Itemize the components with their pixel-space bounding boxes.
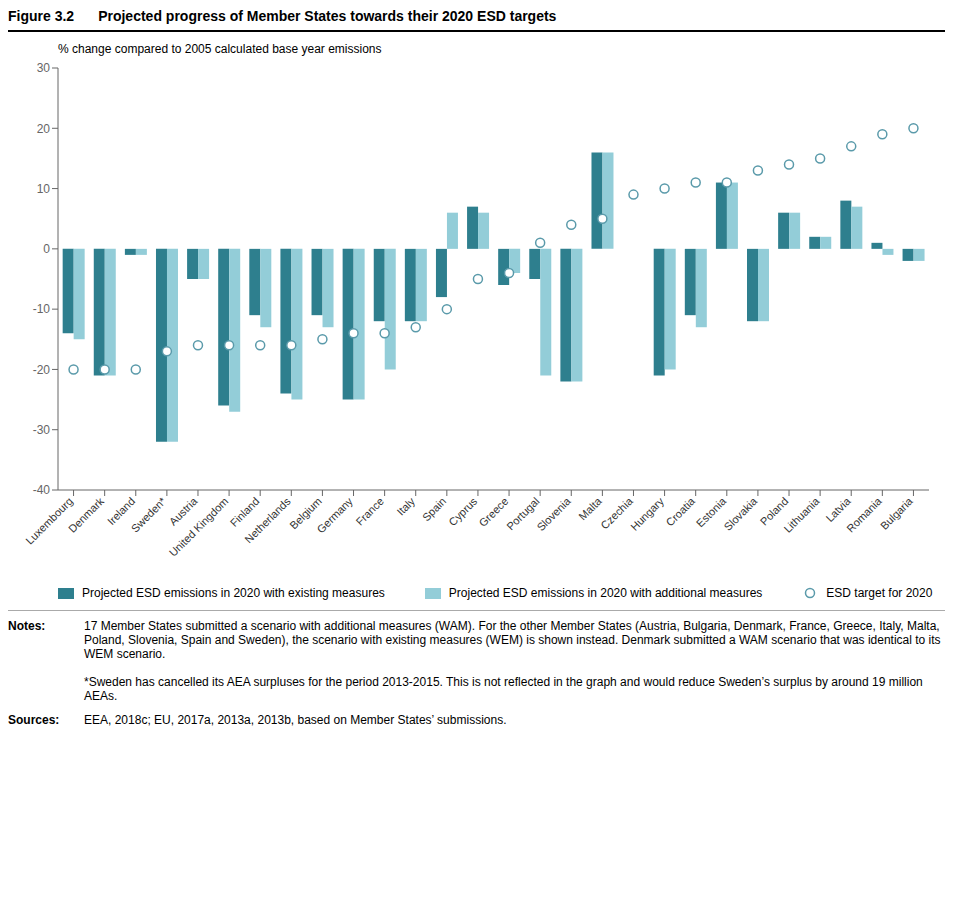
svg-text:Poland: Poland xyxy=(757,494,791,528)
html-text:17 Member States submitted a s: 17 Member States submitted a scenario wi… xyxy=(84,619,944,703)
svg-text:Latvia: Latvia xyxy=(823,494,853,524)
svg-text:Romania: Romania xyxy=(844,494,884,534)
svg-text:Denmark: Denmark xyxy=(66,495,106,535)
html-text:% change compared to 2005 calc: % change compared to 2005 calculated bas… xyxy=(58,42,382,56)
svg-text:-20: -20 xyxy=(33,363,51,377)
svg-text:Czechia: Czechia xyxy=(598,494,635,532)
html-text:ESD target for 2020: ESD target for 2020 xyxy=(826,586,933,600)
svg-text:Malta: Malta xyxy=(576,494,604,522)
html-text:Notes:: Notes: xyxy=(8,619,46,633)
svg-text:20: 20 xyxy=(37,122,51,136)
svg-text:Sweden*: Sweden* xyxy=(129,494,169,534)
html-text:Projected ESD emissions in 202: Projected ESD emissions in 2020 with add… xyxy=(448,586,763,600)
svg-text:Luxembourg: Luxembourg xyxy=(23,495,75,547)
svg-text:Slovakia: Slovakia xyxy=(721,494,760,533)
svg-text:Estonia: Estonia xyxy=(693,494,729,530)
svg-text:Bulgaria: Bulgaria xyxy=(878,494,916,532)
svg-text:Ireland: Ireland xyxy=(104,494,138,528)
svg-text:-30: -30 xyxy=(33,423,51,437)
svg-text:-10: -10 xyxy=(33,302,51,316)
html-text:EEA, 2018c; EU, 2017a, 2013a,: EEA, 2018c; EU, 2017a, 2013a, 2013b, bas… xyxy=(84,713,507,727)
svg-text:Italy: Italy xyxy=(394,495,417,518)
svg-text:Croatia: Croatia xyxy=(664,494,698,528)
svg-text:Cyprus: Cyprus xyxy=(446,495,479,528)
svg-text:Belgium: Belgium xyxy=(287,494,324,532)
svg-text:Germany: Germany xyxy=(314,495,355,536)
html-text:Sources:: Sources: xyxy=(8,713,60,727)
svg-text:Greece: Greece xyxy=(476,494,511,529)
svg-text:Portugal: Portugal xyxy=(504,494,542,533)
svg-text:Netherlands: Netherlands xyxy=(242,495,293,546)
svg-text:Spain: Spain xyxy=(420,495,448,523)
svg-text:United Kingdom: United Kingdom xyxy=(167,495,231,559)
svg-text:-40: -40 xyxy=(33,483,51,497)
svg-text:0: 0 xyxy=(43,242,50,256)
html-text:Figure 3.2: Figure 3.2 xyxy=(8,8,75,24)
svg-text:Austria: Austria xyxy=(166,494,200,528)
svg-text:30: 30 xyxy=(37,61,51,75)
svg-text:Finland: Finland xyxy=(227,494,262,529)
svg-text:Slovenia: Slovenia xyxy=(534,494,573,533)
svg-text:France: France xyxy=(353,495,386,528)
svg-text:Hungary: Hungary xyxy=(628,495,666,533)
svg-text:10: 10 xyxy=(37,182,51,196)
html-text:Projected progress of Member S: Projected progress of Member States towa… xyxy=(98,8,557,24)
html-text:Projected ESD emissions in 202: Projected ESD emissions in 2020 with exi… xyxy=(82,586,385,600)
svg-text:Lithuania: Lithuania xyxy=(781,494,822,535)
